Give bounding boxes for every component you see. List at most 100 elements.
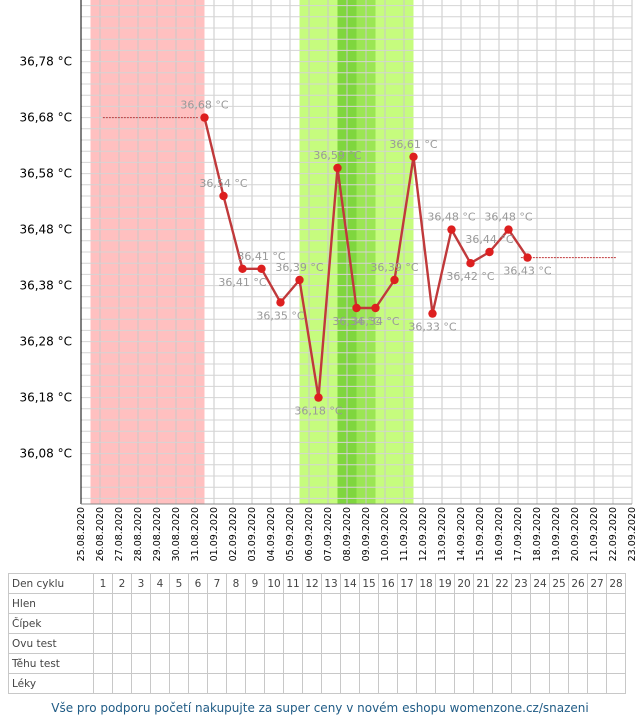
table-cell[interactable] bbox=[264, 613, 284, 634]
table-cell[interactable] bbox=[568, 653, 588, 674]
table-cell[interactable] bbox=[492, 673, 512, 694]
table-cell[interactable] bbox=[321, 633, 341, 654]
table-cell[interactable] bbox=[587, 653, 607, 674]
table-cell[interactable] bbox=[530, 593, 550, 614]
table-cell[interactable] bbox=[226, 633, 246, 654]
table-cell[interactable] bbox=[188, 593, 208, 614]
table-cell[interactable] bbox=[511, 593, 531, 614]
table-cell[interactable] bbox=[454, 673, 474, 694]
table-cell[interactable] bbox=[416, 673, 436, 694]
table-cell[interactable] bbox=[530, 653, 550, 674]
footer-promo-link[interactable]: Vše pro podporu početí nakupujte za supe… bbox=[51, 701, 589, 715]
table-cell[interactable] bbox=[397, 613, 417, 634]
table-cell[interactable] bbox=[283, 653, 303, 674]
table-cell[interactable] bbox=[435, 593, 455, 614]
table-cell[interactable] bbox=[378, 653, 398, 674]
table-cell[interactable] bbox=[245, 613, 265, 634]
table-cell[interactable] bbox=[131, 653, 151, 674]
table-cell[interactable] bbox=[302, 653, 322, 674]
table-cell[interactable] bbox=[264, 633, 284, 654]
table-cell[interactable] bbox=[188, 613, 208, 634]
table-cell[interactable] bbox=[587, 633, 607, 654]
table-cell[interactable] bbox=[131, 613, 151, 634]
table-cell[interactable] bbox=[245, 673, 265, 694]
table-cell[interactable] bbox=[245, 593, 265, 614]
table-cell[interactable] bbox=[606, 593, 626, 614]
table-cell[interactable] bbox=[359, 673, 379, 694]
table-cell[interactable] bbox=[321, 613, 341, 634]
table-cell[interactable] bbox=[169, 673, 189, 694]
table-cell[interactable] bbox=[264, 593, 284, 614]
table-cell[interactable] bbox=[112, 593, 132, 614]
table-cell[interactable] bbox=[340, 613, 360, 634]
table-cell[interactable] bbox=[606, 653, 626, 674]
table-cell[interactable] bbox=[264, 653, 284, 674]
table-cell[interactable] bbox=[454, 613, 474, 634]
table-cell[interactable] bbox=[587, 593, 607, 614]
table-cell[interactable] bbox=[568, 673, 588, 694]
table-cell[interactable] bbox=[606, 613, 626, 634]
table-cell[interactable] bbox=[283, 593, 303, 614]
table-cell[interactable] bbox=[359, 613, 379, 634]
table-cell[interactable] bbox=[492, 613, 512, 634]
table-cell[interactable] bbox=[473, 633, 493, 654]
table-cell[interactable] bbox=[416, 613, 436, 634]
table-cell[interactable] bbox=[606, 633, 626, 654]
table-cell[interactable] bbox=[492, 653, 512, 674]
table-cell[interactable] bbox=[93, 653, 113, 674]
table-cell[interactable] bbox=[454, 593, 474, 614]
table-cell[interactable] bbox=[188, 653, 208, 674]
table-cell[interactable] bbox=[169, 653, 189, 674]
table-cell[interactable] bbox=[283, 633, 303, 654]
table-cell[interactable] bbox=[169, 613, 189, 634]
table-cell[interactable] bbox=[188, 633, 208, 654]
table-cell[interactable] bbox=[549, 613, 569, 634]
table-cell[interactable] bbox=[131, 633, 151, 654]
table-cell[interactable] bbox=[378, 613, 398, 634]
table-cell[interactable] bbox=[378, 633, 398, 654]
table-cell[interactable] bbox=[207, 613, 227, 634]
table-cell[interactable] bbox=[454, 633, 474, 654]
table-cell[interactable] bbox=[150, 633, 170, 654]
table-cell[interactable] bbox=[112, 673, 132, 694]
table-cell[interactable] bbox=[226, 673, 246, 694]
table-cell[interactable] bbox=[473, 673, 493, 694]
table-cell[interactable] bbox=[473, 613, 493, 634]
table-cell[interactable] bbox=[245, 653, 265, 674]
table-cell[interactable] bbox=[549, 593, 569, 614]
table-cell[interactable] bbox=[359, 593, 379, 614]
table-cell[interactable] bbox=[549, 673, 569, 694]
table-cell[interactable] bbox=[587, 673, 607, 694]
table-cell[interactable] bbox=[397, 653, 417, 674]
table-cell[interactable] bbox=[340, 593, 360, 614]
table-cell[interactable] bbox=[378, 673, 398, 694]
table-cell[interactable] bbox=[530, 673, 550, 694]
table-cell[interactable] bbox=[416, 593, 436, 614]
table-cell[interactable] bbox=[397, 593, 417, 614]
table-cell[interactable] bbox=[359, 653, 379, 674]
table-cell[interactable] bbox=[530, 633, 550, 654]
table-cell[interactable] bbox=[283, 613, 303, 634]
table-cell[interactable] bbox=[302, 593, 322, 614]
table-cell[interactable] bbox=[492, 593, 512, 614]
table-cell[interactable] bbox=[587, 613, 607, 634]
table-cell[interactable] bbox=[207, 593, 227, 614]
table-cell[interactable] bbox=[340, 673, 360, 694]
table-cell[interactable] bbox=[169, 633, 189, 654]
table-cell[interactable] bbox=[112, 633, 132, 654]
table-cell[interactable] bbox=[188, 673, 208, 694]
table-cell[interactable] bbox=[416, 633, 436, 654]
table-cell[interactable] bbox=[302, 633, 322, 654]
table-cell[interactable] bbox=[131, 673, 151, 694]
table-cell[interactable] bbox=[226, 653, 246, 674]
table-cell[interactable] bbox=[112, 613, 132, 634]
table-cell[interactable] bbox=[492, 633, 512, 654]
table-cell[interactable] bbox=[302, 673, 322, 694]
table-cell[interactable] bbox=[416, 653, 436, 674]
table-cell[interactable] bbox=[549, 653, 569, 674]
table-cell[interactable] bbox=[150, 613, 170, 634]
table-cell[interactable] bbox=[321, 673, 341, 694]
table-cell[interactable] bbox=[511, 653, 531, 674]
table-cell[interactable] bbox=[473, 653, 493, 674]
table-cell[interactable] bbox=[359, 633, 379, 654]
